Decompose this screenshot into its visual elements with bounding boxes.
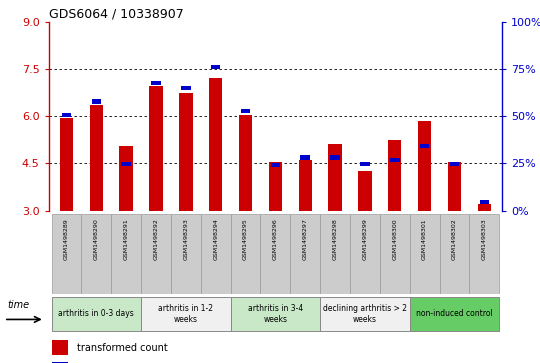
Text: GSM1498299: GSM1498299	[362, 218, 367, 260]
Bar	[469, 214, 499, 294]
Bar	[291, 214, 320, 294]
Text: GSM1498291: GSM1498291	[124, 218, 129, 260]
Bar	[231, 297, 320, 331]
Bar	[209, 78, 222, 211]
Text: GSM1498300: GSM1498300	[392, 218, 397, 260]
Text: GSM1498301: GSM1498301	[422, 218, 427, 260]
Text: GSM1498297: GSM1498297	[303, 218, 308, 260]
Bar	[239, 115, 252, 211]
Bar	[141, 297, 231, 331]
Bar	[92, 99, 101, 103]
Bar	[119, 146, 133, 211]
Bar	[448, 162, 461, 211]
Bar	[122, 162, 131, 166]
Text: GSM1498290: GSM1498290	[94, 218, 99, 260]
Bar	[271, 163, 280, 167]
Bar	[480, 200, 489, 204]
Bar	[300, 155, 310, 160]
Bar	[60, 118, 73, 211]
Bar	[320, 214, 350, 294]
Bar	[52, 297, 141, 331]
Bar	[231, 214, 260, 294]
Text: GSM1498289: GSM1498289	[64, 218, 69, 260]
Text: GSM1498302: GSM1498302	[452, 218, 457, 260]
Text: non-induced control: non-induced control	[416, 310, 493, 318]
Bar	[241, 109, 251, 113]
Bar	[330, 155, 340, 160]
Bar	[328, 144, 342, 211]
Bar	[477, 204, 491, 211]
Bar	[90, 105, 103, 211]
Bar	[211, 65, 220, 69]
Bar	[299, 160, 312, 211]
Bar	[181, 86, 191, 90]
Bar	[52, 340, 68, 355]
Text: arthritis in 3-4
weeks: arthritis in 3-4 weeks	[248, 304, 303, 324]
Bar	[171, 214, 201, 294]
Bar	[450, 162, 459, 166]
Bar	[320, 297, 410, 331]
Bar	[150, 86, 163, 211]
Bar	[420, 143, 429, 148]
Bar	[151, 81, 161, 85]
Text: declining arthritis > 2
weeks: declining arthritis > 2 weeks	[323, 304, 407, 324]
Bar	[141, 214, 171, 294]
Text: GSM1498294: GSM1498294	[213, 218, 218, 260]
Text: GSM1498298: GSM1498298	[333, 218, 338, 260]
Text: GSM1498295: GSM1498295	[243, 218, 248, 260]
Text: GSM1498296: GSM1498296	[273, 218, 278, 260]
Text: GSM1498303: GSM1498303	[482, 218, 487, 260]
Bar	[62, 113, 71, 117]
Bar	[82, 214, 111, 294]
Bar	[111, 214, 141, 294]
Text: transformed count: transformed count	[77, 343, 168, 353]
Bar	[410, 214, 440, 294]
Bar	[201, 214, 231, 294]
Bar	[52, 362, 68, 363]
Bar	[358, 171, 372, 211]
Bar	[390, 158, 400, 162]
Text: GSM1498293: GSM1498293	[184, 218, 188, 260]
Bar	[380, 214, 410, 294]
Bar	[360, 162, 370, 166]
Text: GDS6064 / 10338907: GDS6064 / 10338907	[49, 8, 184, 21]
Text: GSM1498292: GSM1498292	[153, 218, 159, 260]
Bar	[350, 214, 380, 294]
Bar	[269, 162, 282, 211]
Bar	[418, 121, 431, 211]
Bar	[410, 297, 499, 331]
Text: arthritis in 1-2
weeks: arthritis in 1-2 weeks	[158, 304, 213, 324]
Bar	[440, 214, 469, 294]
Bar	[179, 93, 193, 211]
Bar	[52, 214, 82, 294]
Text: time: time	[8, 300, 29, 310]
Bar	[260, 214, 291, 294]
Bar	[388, 140, 401, 211]
Text: arthritis in 0-3 days: arthritis in 0-3 days	[58, 310, 134, 318]
